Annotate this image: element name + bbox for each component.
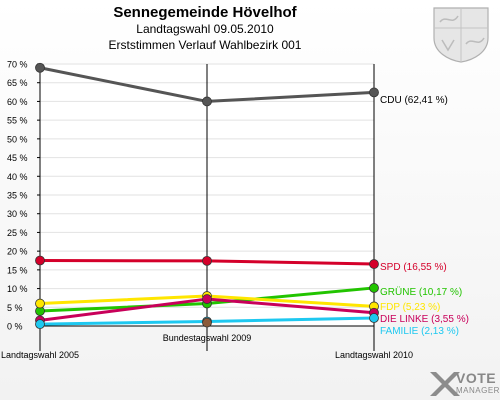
series-end-label: DIE LINKE (3,55 %) bbox=[380, 314, 469, 325]
y-tick-label: 25 % bbox=[7, 228, 28, 238]
data-point bbox=[202, 294, 212, 304]
series-end-label: GRÜNE (10,17 %) bbox=[380, 286, 462, 298]
series-layer bbox=[35, 62, 379, 330]
y-tick-label: 45 % bbox=[7, 153, 28, 163]
y-tick-label: 10 % bbox=[7, 284, 28, 294]
y-tick-label: 70 % bbox=[7, 60, 28, 70]
x-tick-label: Landtagswahl 2005 bbox=[1, 350, 79, 360]
y-tick-label: 15 % bbox=[7, 265, 28, 275]
series-end-label: FAMILIE (2,13 %) bbox=[380, 326, 459, 337]
data-point bbox=[35, 62, 45, 73]
data-point bbox=[35, 255, 45, 266]
y-tick-label: 0 % bbox=[7, 322, 23, 332]
coat-of-arms-logo bbox=[433, 7, 489, 63]
data-point bbox=[35, 298, 45, 309]
series-end-label: FDP (5,23 %) bbox=[380, 302, 440, 313]
data-point bbox=[202, 255, 212, 266]
y-tick-label: 40 % bbox=[7, 172, 28, 182]
data-point bbox=[202, 96, 212, 107]
chart-subtitle: Landtagswahl 09.05.2010 bbox=[136, 22, 274, 36]
y-tick-label: 55 % bbox=[7, 116, 28, 126]
votemanager-logo-icon bbox=[430, 372, 460, 396]
chart-subtitle-2: Erststimmen Verlauf Wahlbezirk 001 bbox=[108, 38, 302, 52]
y-tick-label: 50 % bbox=[7, 134, 28, 144]
y-tick-label: 20 % bbox=[7, 247, 28, 257]
y-tick-label: 35 % bbox=[7, 191, 28, 201]
y-tick-label: 65 % bbox=[7, 78, 28, 88]
data-point bbox=[369, 259, 379, 269]
x-tick-label: Landtagswahl 2010 bbox=[335, 350, 413, 360]
data-point bbox=[202, 317, 212, 328]
y-tick-label: 30 % bbox=[7, 209, 28, 219]
y-tick-label: 5 % bbox=[7, 303, 23, 313]
axis-layer: 0 % 5 % 10 % 15 % 20 % 25 % 30 % 35 % 40 % 45 % 50… bbox=[1, 60, 413, 361]
data-point bbox=[35, 319, 45, 330]
data-point bbox=[369, 313, 379, 323]
series-end-label: CDU (62,41 %) bbox=[380, 95, 448, 106]
data-point bbox=[369, 87, 379, 98]
chart-title: Sennegemeinde Hövelhof bbox=[113, 4, 297, 21]
votemanager-logo-text: VOTE bbox=[456, 370, 497, 386]
y-tick-label: 60 % bbox=[7, 97, 28, 107]
votemanager-logo-subtext: MANAGER bbox=[456, 386, 500, 395]
data-point bbox=[369, 283, 379, 293]
x-tick-label: Bundestagswahl 2009 bbox=[163, 333, 252, 343]
label-layer: CDU (62,41 %) SPD (16,55 %) GRÜNE (10,17 %… bbox=[380, 95, 469, 337]
series-end-label: SPD (16,55 %) bbox=[380, 262, 447, 273]
